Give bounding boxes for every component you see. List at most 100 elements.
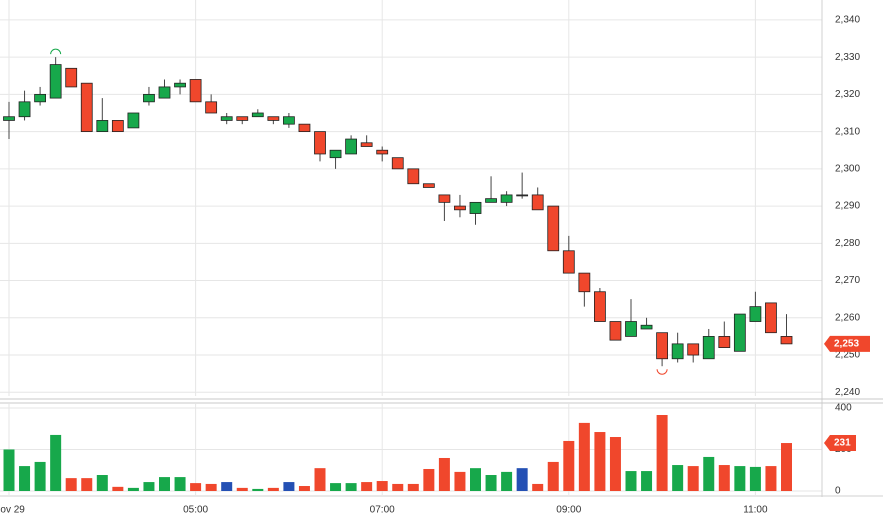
volume-bar	[454, 471, 466, 491]
candle-body	[733, 313, 746, 352]
candle-body	[609, 321, 622, 341]
volume-bar	[625, 471, 637, 491]
y-tick-label: 2,330	[835, 52, 860, 63]
volume-bar	[578, 422, 590, 491]
volume-bar	[563, 440, 575, 491]
volume-tag-label: 231	[834, 438, 851, 449]
candle-body	[80, 82, 93, 133]
volume-bar	[485, 475, 497, 491]
volume-tick-label: 0	[835, 486, 841, 497]
candle-body	[49, 64, 62, 99]
y-tick-label: 2,290	[835, 201, 860, 212]
volume-bar	[159, 477, 170, 491]
volume-bar	[236, 487, 248, 491]
volume-bar	[687, 466, 699, 491]
candle-body	[205, 101, 218, 114]
y-tick-label: 2,340	[835, 15, 860, 26]
volume-bar	[470, 468, 481, 491]
candle-body	[562, 250, 575, 274]
candle-body	[174, 82, 186, 88]
x-tick-label: 05:00	[183, 505, 208, 516]
volume-bar	[734, 466, 746, 491]
candle-body	[469, 201, 482, 214]
candle-body	[267, 116, 280, 121]
volume-bar	[190, 483, 202, 491]
candle-body	[220, 116, 233, 121]
volume-bar	[34, 461, 46, 491]
candle-body	[143, 93, 155, 103]
candle-body	[718, 336, 731, 348]
y-tick-label: 2,240	[835, 387, 860, 398]
volume-bar	[361, 482, 373, 491]
volume-bar	[609, 437, 621, 491]
candle-body	[282, 116, 295, 125]
candle-body	[360, 142, 373, 147]
y-tick-label: 2,260	[835, 312, 860, 323]
x-tick-label: 09:00	[556, 505, 581, 516]
volume-bar	[718, 465, 730, 491]
y-tick-label: 2,270	[835, 275, 860, 286]
candle-body	[189, 79, 202, 103]
volume-bar	[205, 483, 217, 491]
candle-body	[454, 205, 466, 211]
candle-body	[329, 149, 342, 159]
low-marker	[656, 369, 668, 375]
volume-bar	[765, 466, 777, 491]
volume-bar	[641, 471, 653, 491]
y-tick-label: 2,320	[835, 89, 860, 100]
candle-body	[656, 332, 668, 360]
candle-body	[500, 194, 513, 203]
x-tick-label: Nov 29	[0, 505, 25, 516]
candle-body	[531, 194, 544, 211]
candle-body	[34, 93, 46, 103]
volume-bar	[423, 468, 435, 491]
candle-body	[65, 67, 78, 88]
volume-bar	[127, 487, 139, 491]
volume-bar	[3, 449, 15, 491]
candle-body	[314, 131, 326, 155]
volume-tag	[824, 435, 856, 452]
candle-body	[671, 343, 684, 360]
volume-bar	[298, 486, 310, 491]
x-tick-label: 07:00	[370, 505, 395, 516]
candle-body	[485, 198, 497, 203]
volume-bar	[407, 483, 419, 491]
candle-body	[18, 101, 31, 118]
price-tag-label: 2,253	[834, 339, 859, 350]
volume-bar	[96, 475, 108, 491]
candle-body	[765, 302, 777, 334]
volume-bar	[65, 478, 77, 491]
candle-body	[236, 116, 249, 121]
volume-bar	[19, 466, 31, 491]
candle-body	[298, 123, 311, 133]
volume-bar	[267, 487, 279, 491]
candle-body	[158, 86, 171, 99]
price-tag	[824, 335, 870, 352]
volume-bar	[703, 456, 715, 491]
candle-body	[687, 343, 700, 356]
candle-body	[345, 138, 358, 155]
volume-bar	[547, 461, 559, 491]
volume-bar	[330, 483, 342, 491]
y-tick-label: 2,280	[835, 238, 860, 249]
high-marker	[50, 48, 62, 55]
volume-bar	[672, 465, 684, 491]
volume-bar	[749, 466, 761, 491]
candle-body	[391, 157, 404, 170]
volume-bar	[392, 483, 404, 491]
volume-bar	[376, 481, 388, 491]
y-tick-label: 2,300	[835, 163, 860, 174]
volume-bar	[314, 468, 326, 491]
volume-bar	[781, 443, 792, 491]
volume-bar	[50, 434, 62, 491]
volume-bar	[252, 488, 264, 491]
candle-body	[547, 205, 560, 252]
volume-tick-label: 400	[835, 403, 852, 414]
candle-body	[516, 194, 529, 197]
candle-body	[3, 116, 15, 121]
x-tick-label: 11:00	[743, 505, 768, 516]
y-tick-label: 2,310	[835, 126, 860, 137]
